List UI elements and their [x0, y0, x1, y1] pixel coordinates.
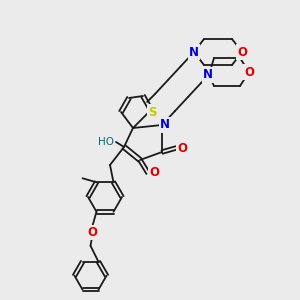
Text: O: O — [177, 142, 187, 154]
Text: N: N — [189, 46, 199, 59]
Text: HO: HO — [98, 137, 114, 147]
Text: O: O — [244, 65, 254, 79]
Text: O: O — [237, 46, 247, 59]
Text: N: N — [160, 118, 170, 131]
Text: S: S — [148, 106, 156, 118]
Text: O: O — [88, 226, 98, 239]
Text: N: N — [203, 68, 213, 82]
Text: O: O — [149, 167, 159, 179]
